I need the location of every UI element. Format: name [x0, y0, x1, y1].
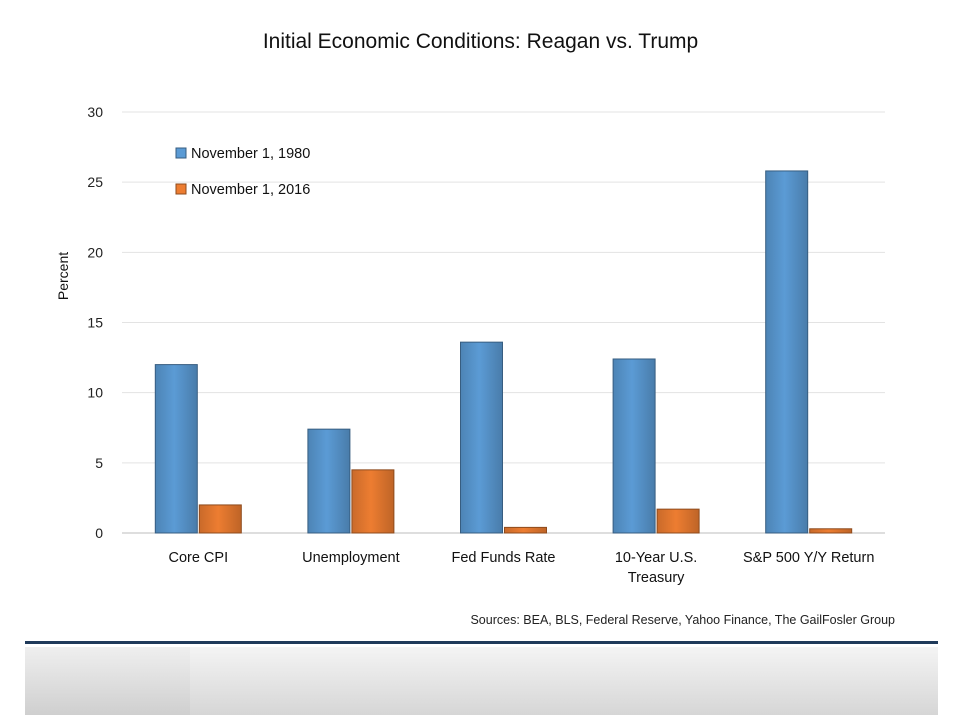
legend-swatch [175, 147, 187, 159]
bar-1980 [612, 358, 656, 534]
y-axis-title: Percent [55, 252, 71, 300]
gridlines [122, 111, 885, 534]
bars [154, 170, 853, 534]
legend-swatch [175, 183, 187, 195]
bar-1980 [460, 341, 503, 534]
y-axis-ticks: 0 5 10 15 20 25 30 [87, 104, 103, 541]
x-category-label: Unemployment [302, 550, 400, 566]
bar-2016 [809, 528, 853, 534]
y-tick-label: 20 [87, 244, 103, 260]
legend: November 1, 1980 November 1, 2016 [175, 146, 310, 198]
x-category-label: 10-Year U.S. Treasury [615, 550, 697, 586]
chart-title: Initial Economic Conditions: Reagan vs. … [262, 30, 699, 53]
bar-2016 [504, 526, 547, 534]
y-tick-label: 5 [95, 455, 103, 471]
x-axis-categories: Core CPI Unemployment Fed Funds Rate 10-Yea… [168, 550, 874, 586]
y-tick-label: 10 [87, 385, 103, 401]
y-tick-label: 25 [87, 174, 103, 190]
footer-band-left-panel [25, 647, 190, 715]
y-tick-label: 0 [95, 525, 103, 541]
bar-2016 [351, 469, 395, 534]
bar-2016 [198, 504, 242, 534]
y-tick-label: 30 [87, 104, 103, 120]
y-tick-label: 15 [87, 315, 103, 331]
x-category-label: S&P 500 Y/Y Return [743, 550, 874, 566]
legend-label: November 1, 1980 [191, 146, 310, 162]
source-note: Sources: BEA, BLS, Federal Reserve, Yaho… [470, 613, 895, 627]
x-category-label: Fed Funds Rate [452, 550, 556, 566]
footer-divider [25, 641, 938, 644]
bar-chart: 0 5 10 15 20 25 30 Core CPI Unemployment Fed Fun… [55, 104, 885, 586]
bar-1980 [765, 170, 809, 534]
bar-2016 [656, 508, 700, 534]
bar-1980 [307, 428, 351, 534]
x-category-label: Core CPI [168, 550, 228, 566]
legend-label: November 1, 2016 [191, 182, 310, 198]
bar-1980 [154, 364, 198, 534]
